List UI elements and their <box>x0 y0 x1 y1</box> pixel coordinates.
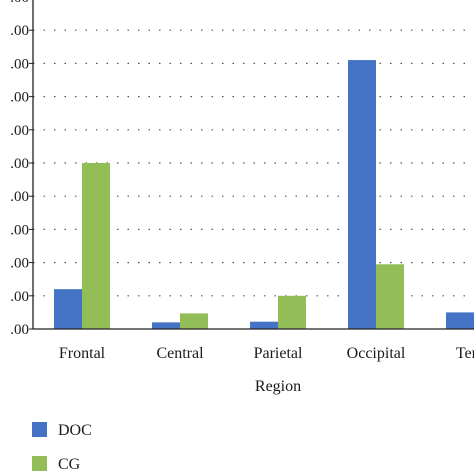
y-tick-labels: .00 .00 .00 .00 .00 .00 .00 .00 .00 .00 .00 <box>10 0 33 338</box>
x-category-label: Temp <box>456 345 474 362</box>
y-tick-label: .00 <box>10 322 29 338</box>
bar-cg-parietal <box>278 295 306 329</box>
y-tick-label: .00 <box>10 90 29 106</box>
y-tick-label: .00 <box>10 256 29 272</box>
bar-doc-frontal <box>54 289 82 329</box>
bar-doc-occipital <box>348 60 376 329</box>
y-tick-label: .00 <box>10 123 29 139</box>
y-tick-label: .00 <box>10 222 29 238</box>
y-tick-label: .00 <box>10 156 29 172</box>
bar-doc-temp <box>446 312 474 329</box>
legend-label-cg: CG <box>58 456 81 473</box>
y-tick-label: .00 <box>10 56 29 72</box>
x-category-label: Occipital <box>347 345 406 362</box>
x-category-labels: Frontal Central Parietal Occipital Temp <box>59 345 474 362</box>
y-tick-label: .00 <box>10 289 29 305</box>
legend-label-doc: DOC <box>58 422 92 439</box>
legend: DOC CG <box>32 422 92 473</box>
bar-cg-occipital <box>376 264 404 329</box>
y-tick-label: .00 <box>10 189 29 205</box>
legend-swatch-doc <box>32 422 47 437</box>
bars <box>54 60 474 329</box>
y-tick-label: .00 <box>10 0 29 6</box>
y-tick-label: .00 <box>10 23 29 39</box>
x-category-label: Frontal <box>59 345 106 362</box>
x-category-label: Central <box>156 345 204 362</box>
legend-swatch-cg <box>32 456 47 471</box>
bar-doc-central <box>152 322 180 329</box>
bar-cg-central <box>180 313 208 329</box>
bar-cg-frontal <box>82 163 110 329</box>
bar-doc-parietal <box>250 321 278 329</box>
x-axis-title: Region <box>255 378 301 395</box>
x-category-label: Parietal <box>254 345 303 362</box>
